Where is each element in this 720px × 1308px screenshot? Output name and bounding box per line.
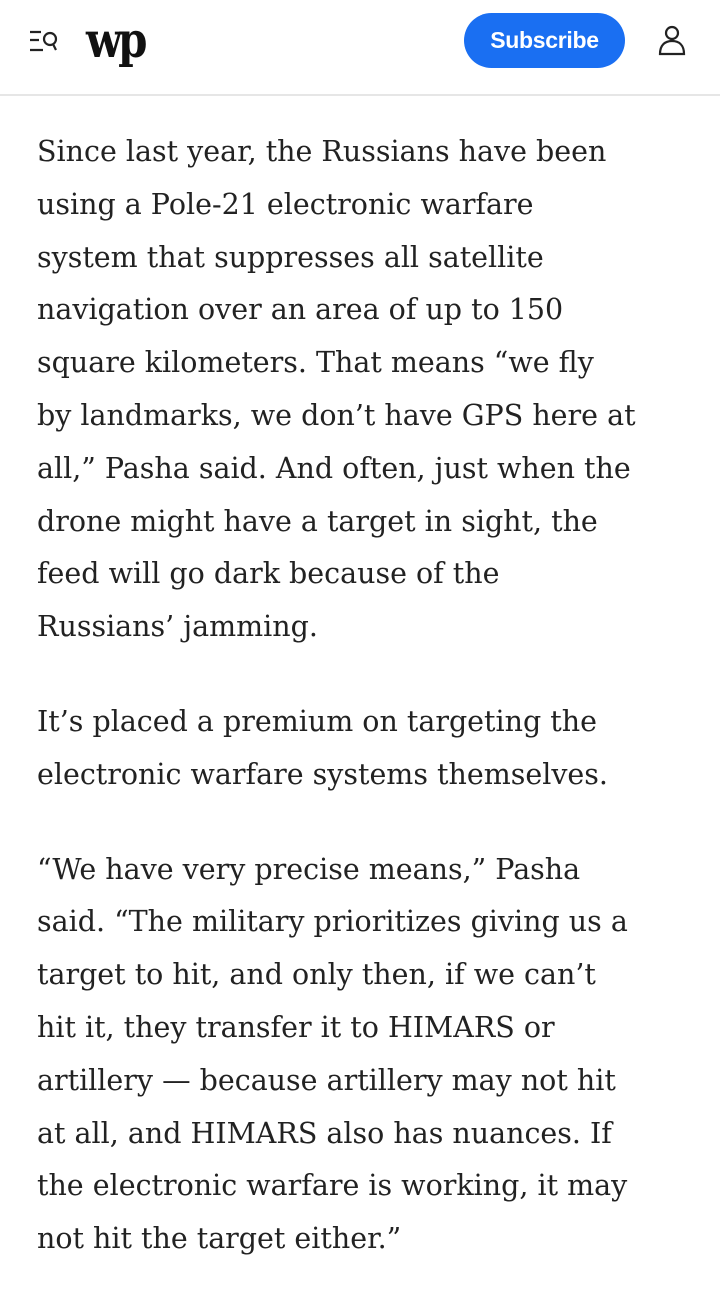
- paragraph-line: artillery — because artillery may not hi…: [37, 1063, 616, 1097]
- paragraph-line: system that suppresses all satellite: [37, 240, 544, 274]
- paragraph-line: Since last year, the Russians have been: [37, 135, 607, 168]
- subscribe-button[interactable]: Subscribe: [464, 13, 625, 68]
- paragraph-line: Russians’ jamming.: [37, 610, 318, 644]
- paragraph-line: feed will go dark because of the: [37, 557, 500, 591]
- paragraph-line: target to hit, and only then, if we can’…: [37, 958, 596, 992]
- washington-post-logo[interactable]: wp: [86, 12, 147, 69]
- user-icon[interactable]: [656, 24, 688, 56]
- paragraph-line: all,” Pasha said. And often, just when t…: [37, 451, 631, 485]
- paragraph-line: electronic warfare systems themselves.: [37, 757, 608, 791]
- article-paragraph: Since last year, the Russians have been u…: [37, 126, 697, 654]
- paragraph-line: drone might have a target in sight, the: [37, 504, 598, 538]
- paragraph-line: hit it, they transfer it to HIMARS or: [37, 1010, 555, 1044]
- paragraph-line: navigation over an area of up to 150: [37, 293, 564, 327]
- menu-search-icon[interactable]: [28, 28, 62, 54]
- paragraph-line: using a Pole-21 electronic warfare: [37, 187, 534, 221]
- paragraph-line: the electronic warfare is working, it ma…: [37, 1169, 628, 1203]
- paragraph-line: said. “The military prioritizes giving u…: [37, 905, 628, 939]
- paragraph-line: square kilometers. That means “we fly: [37, 346, 594, 380]
- paragraph-line: at all, and HIMARS also has nuances. If: [37, 1116, 612, 1150]
- article-body: Since last year, the Russians have been u…: [37, 126, 697, 1308]
- paragraph-line: “We have very precise means,” Pasha: [37, 852, 581, 886]
- paragraph-line: by landmarks, we don’t have GPS here at: [37, 398, 636, 432]
- article-paragraph: It’s placed a premium on targeting the el…: [37, 696, 697, 802]
- article-paragraph: “We have very precise means,” Pasha said.…: [37, 844, 697, 1266]
- paragraph-line: It’s placed a premium on targeting the: [37, 704, 597, 738]
- site-header: wp Subscribe: [0, 0, 720, 96]
- paragraph-line: not hit the target either.”: [37, 1222, 402, 1256]
